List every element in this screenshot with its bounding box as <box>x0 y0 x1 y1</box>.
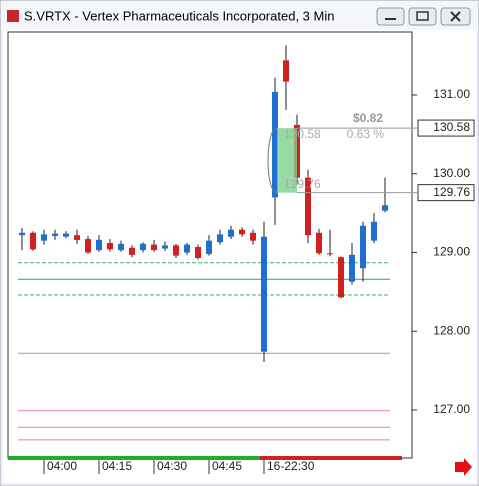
price-label-box <box>417 184 475 202</box>
candle-body <box>349 254 355 282</box>
y-tick-label: 128.00 <box>433 323 470 337</box>
candle-body <box>327 253 333 255</box>
candle-body <box>162 245 168 249</box>
candle-body <box>118 243 124 251</box>
candle-body <box>184 244 190 253</box>
candle-body <box>360 225 366 269</box>
candle-body <box>19 232 25 236</box>
price-label: 129.76 <box>433 185 470 199</box>
x-tick-label: 04:30 <box>157 459 187 473</box>
candle-body <box>206 240 212 255</box>
candle-body <box>228 229 234 237</box>
close-button[interactable] <box>440 7 471 26</box>
candle-body <box>217 234 223 243</box>
measure-low: 129.76 <box>284 177 321 191</box>
candle-body <box>250 232 256 241</box>
candle-body <box>261 236 267 352</box>
scroll-arrow[interactable] <box>455 458 472 476</box>
candle-body <box>63 233 69 237</box>
candle-body <box>52 233 58 236</box>
candle-body <box>283 60 289 82</box>
maximize-button[interactable] <box>408 7 437 26</box>
candle-body <box>129 247 135 255</box>
minimize-button[interactable] <box>376 7 405 26</box>
y-tick-label: 129.00 <box>433 245 470 259</box>
candle-body <box>85 239 91 253</box>
candle-body <box>74 235 80 240</box>
candle-body <box>305 177 311 236</box>
x-tick-label: 04:45 <box>212 459 242 473</box>
x-tick-label: 16-22:30 <box>267 459 315 473</box>
measure-box <box>277 128 297 193</box>
y-tick-label: 127.00 <box>433 402 470 416</box>
app-icon <box>7 10 19 22</box>
candle-body <box>338 257 344 298</box>
y-tick-label: 130.00 <box>433 166 470 180</box>
measure-percent: 0.63 % <box>347 127 385 141</box>
candle-body <box>96 239 102 251</box>
candle-body <box>195 246 201 258</box>
candle-body <box>382 205 388 211</box>
candle-body <box>173 245 179 256</box>
candle-body <box>107 243 113 250</box>
measure-change: $0.82 <box>353 111 383 125</box>
y-tick-label: 131.00 <box>433 87 470 101</box>
candle-body <box>316 232 322 254</box>
candle-body <box>30 232 36 250</box>
x-tick-label: 04:00 <box>47 459 77 473</box>
candle-body <box>272 91 278 198</box>
candle-body <box>140 243 146 251</box>
measure-high: 130.58 <box>284 127 321 141</box>
candle-body <box>41 234 47 241</box>
price-label: 130.58 <box>433 120 470 134</box>
candle-body <box>371 221 377 241</box>
candle-body <box>151 244 157 251</box>
price-label-box <box>417 119 475 137</box>
x-tick-label: 04:15 <box>102 459 132 473</box>
window-title: S.VRTX - Vertex Pharmaceuticals Incorpor… <box>24 8 334 23</box>
measure-arc <box>267 127 278 194</box>
candle-body <box>239 229 245 235</box>
